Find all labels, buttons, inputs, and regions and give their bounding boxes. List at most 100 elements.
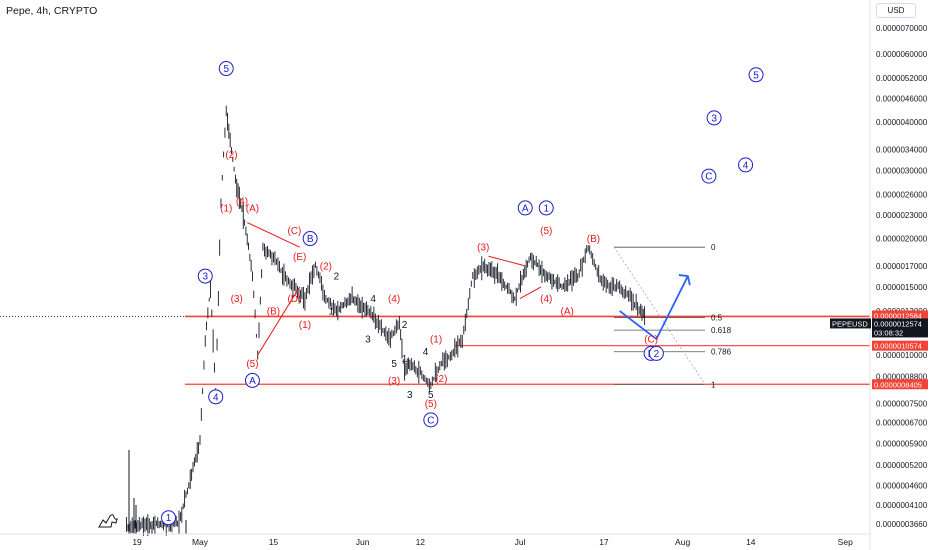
wave-label: (B) xyxy=(587,234,600,245)
price-label: 03:08:32 xyxy=(874,328,903,337)
wave-circle xyxy=(423,412,439,428)
wave-text: (3) xyxy=(231,294,243,305)
price-tick-label: 0.0000070000 xyxy=(876,24,928,33)
wave-text: C xyxy=(705,172,712,183)
fib-level-label: 0.618 xyxy=(711,326,732,335)
price-tick-label: 0.0000007500 xyxy=(876,399,928,408)
wave-label: (2) xyxy=(320,261,332,272)
wave-label: 3 xyxy=(407,390,413,401)
price-tick-label: 0.0000023000 xyxy=(876,211,928,220)
price-tick-label: 0.0000060000 xyxy=(876,50,928,59)
time-tick-label: 15 xyxy=(269,537,279,547)
price-tick-label: 0.0000017000 xyxy=(876,262,928,271)
wave-circle xyxy=(161,510,177,526)
price-tick-label: 0.0000052000 xyxy=(876,74,928,83)
wave-label: (3) xyxy=(477,243,489,254)
wave-label: (1) xyxy=(220,203,232,214)
wave-label: (2) xyxy=(435,374,447,385)
price-label-bg xyxy=(872,310,928,321)
wave-text: (4) xyxy=(540,294,552,305)
price-tick-label: 0.0000010000 xyxy=(876,351,928,360)
wave-label: (4) xyxy=(540,294,552,305)
price-tick-label: 0.0000008800 xyxy=(876,373,928,382)
price-label-bg xyxy=(830,318,871,329)
wave-label: 1 xyxy=(161,510,177,526)
wave-label: (4) xyxy=(236,197,248,208)
price-tick-label: 0.0000034000 xyxy=(876,145,928,154)
wave-label: (B) xyxy=(267,306,280,317)
wave-label: (1) xyxy=(430,335,442,346)
wave-text: 1 xyxy=(402,354,408,365)
currency-button[interactable]: USD xyxy=(876,3,916,18)
wave-circle xyxy=(738,157,754,173)
wave-label: 2 xyxy=(402,320,408,331)
price-tick-label: 0.0000040000 xyxy=(876,118,928,127)
wave-label: A xyxy=(517,200,533,216)
wave-circle xyxy=(701,168,717,184)
time-axis: 19 May 15 Jun 12 Jul 17 Aug 14 Sep xyxy=(132,537,853,547)
wave-text: (B) xyxy=(267,306,280,317)
wave-label: (D) xyxy=(287,294,301,305)
wave-label: 4 xyxy=(208,389,224,405)
wave-text: 2 xyxy=(654,349,660,360)
wave-text: (A) xyxy=(246,203,259,214)
wave-text: (5) xyxy=(540,226,552,237)
chart-title: Pepe, 4h, CRYPTO xyxy=(6,5,98,17)
wave-label: (4) xyxy=(388,294,400,305)
wave-label: 1 xyxy=(328,306,334,317)
wave-label: 3 xyxy=(706,110,722,126)
wave-label: (3) xyxy=(231,294,243,305)
wave-text: (2) xyxy=(225,150,237,161)
time-tick-label: May xyxy=(192,537,209,547)
wave-label: (5) xyxy=(425,399,437,410)
wave-text: (5) xyxy=(246,359,258,370)
price-label: 0.0000012574 xyxy=(874,319,922,328)
price-label: PEPEUSD xyxy=(832,319,868,328)
wave-label: 1 xyxy=(402,354,408,365)
time-tick-label: 19 xyxy=(132,537,142,547)
wave-label: (5) xyxy=(246,359,258,370)
price-label-bg xyxy=(872,379,928,390)
time-tick-label: Aug xyxy=(675,537,690,547)
wave-circle xyxy=(706,110,722,126)
wave-label: 5 xyxy=(428,390,434,401)
price-tick-label: 0.0000026000 xyxy=(876,190,928,199)
wave-text: 2 xyxy=(334,272,340,283)
wave-label: 4 xyxy=(370,294,376,305)
wave-label: 3 xyxy=(365,335,371,346)
arrow-head-icon xyxy=(678,274,691,286)
wave-circle xyxy=(748,67,764,83)
wave-annotations: 1345(2)(1)(4)(3)(A)(5)A(B)(C)B(E)(D)(1)(… xyxy=(161,61,764,526)
wave-text: 4 xyxy=(213,392,219,403)
drawings xyxy=(247,222,691,356)
wave-label: (E) xyxy=(293,252,306,263)
wave-circle xyxy=(538,200,554,216)
trend-line xyxy=(519,286,542,299)
fib-level-label: 0.5 xyxy=(711,314,723,323)
wave-text: 5 xyxy=(753,70,759,81)
price-axis: 0.0000070000 0.0000060000 0.0000052000 0.00… xyxy=(876,24,928,529)
wave-text: (5) xyxy=(425,399,437,410)
wave-label: (C) xyxy=(287,226,301,237)
wave-label: (1) xyxy=(299,320,311,331)
wave-label: 4 xyxy=(423,347,429,358)
wave-text: (3) xyxy=(477,243,489,254)
wave-text: (2) xyxy=(435,374,447,385)
price-tick-label: 0.0000030000 xyxy=(876,166,928,175)
wave-circle xyxy=(218,61,234,77)
price-label: 0.0000010574 xyxy=(874,342,922,351)
wave-text: (B) xyxy=(587,234,600,245)
price-tick-label: 0.0000004100 xyxy=(876,501,928,510)
wave-label: (3) xyxy=(388,376,400,387)
wave-text: (2) xyxy=(320,261,332,272)
wave-text: 3 xyxy=(202,272,208,283)
wave-text: (E) xyxy=(293,252,306,263)
price-label-bg xyxy=(872,327,928,338)
wave-label: C xyxy=(701,168,717,184)
candles xyxy=(126,105,646,537)
time-tick-label: 12 xyxy=(416,537,426,547)
price-tick-label: 0.0000005900 xyxy=(876,440,928,449)
wave-label: 1 xyxy=(538,200,554,216)
